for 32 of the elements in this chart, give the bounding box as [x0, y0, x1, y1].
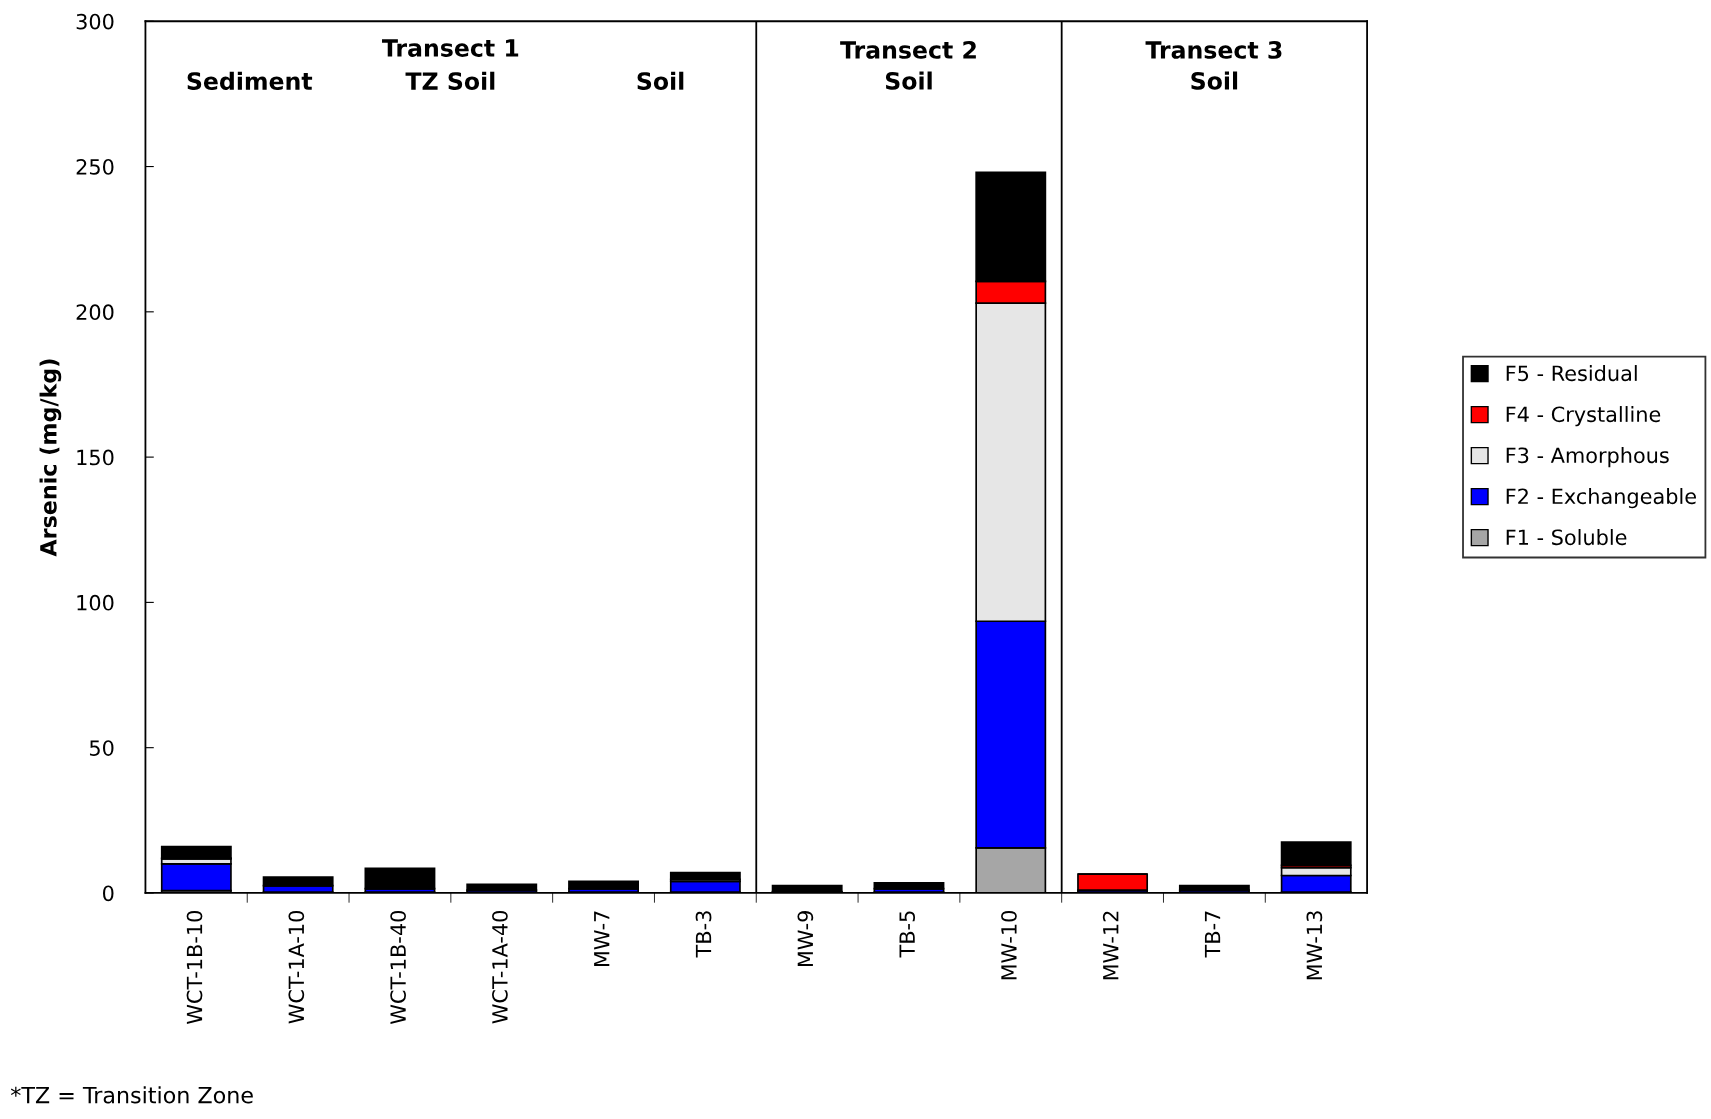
- annotation: Sediment: [187, 71, 313, 90]
- x-tick-label: MW-9: [797, 911, 814, 967]
- x-tick-label: MW-10: [1001, 911, 1017, 980]
- annotation: Transect 3 Soil: [1145, 40, 1282, 90]
- legend-label: F5 - Residual: [1506, 365, 1637, 382]
- legend-label: F2 - Exchangeable: [1506, 488, 1696, 509]
- x-tick-label: MW-13: [1306, 911, 1323, 980]
- y-tick-label: 50: [89, 740, 114, 756]
- x-tick-label: WCT-1A-10: [288, 911, 305, 1024]
- x-tick-label: MW-7: [594, 911, 610, 967]
- annotation: Transect 2 Soil: [840, 40, 976, 90]
- text: *TZ = Transition Zone: [10, 1086, 253, 1104]
- y-tick-label: 300: [76, 13, 114, 30]
- x-tick-label: TB-3: [695, 911, 712, 958]
- y-axis-title: Arsenic (mg/kg): [39, 359, 62, 557]
- y-tick-label: 150: [77, 449, 114, 466]
- x-tick-label: WCT-1B-10: [186, 911, 203, 1024]
- x-tick-label: WCT-1A-40: [492, 911, 508, 1024]
- x-tick-label: TB-7: [1204, 911, 1221, 958]
- y-tick-label: 0: [103, 885, 114, 902]
- y-tick-label: 100: [77, 594, 114, 611]
- legend-label: F3 - Amorphous: [1506, 447, 1669, 468]
- annotation: Transect 1: [382, 39, 519, 57]
- legend-label: F1 - Soluble: [1506, 529, 1627, 546]
- x-tick-label: MW-12: [1102, 911, 1119, 980]
- annotation: Soil: [637, 71, 684, 90]
- legend-label: F4 - Crystalline: [1506, 406, 1661, 427]
- x-tick-label: TB-5: [899, 911, 916, 958]
- x-tick-label: WCT-1B-40: [390, 911, 406, 1024]
- y-tick-label: 200: [76, 304, 114, 321]
- annotation: TZ Soil: [405, 71, 495, 90]
- y-tick-label: 250: [76, 159, 114, 175]
